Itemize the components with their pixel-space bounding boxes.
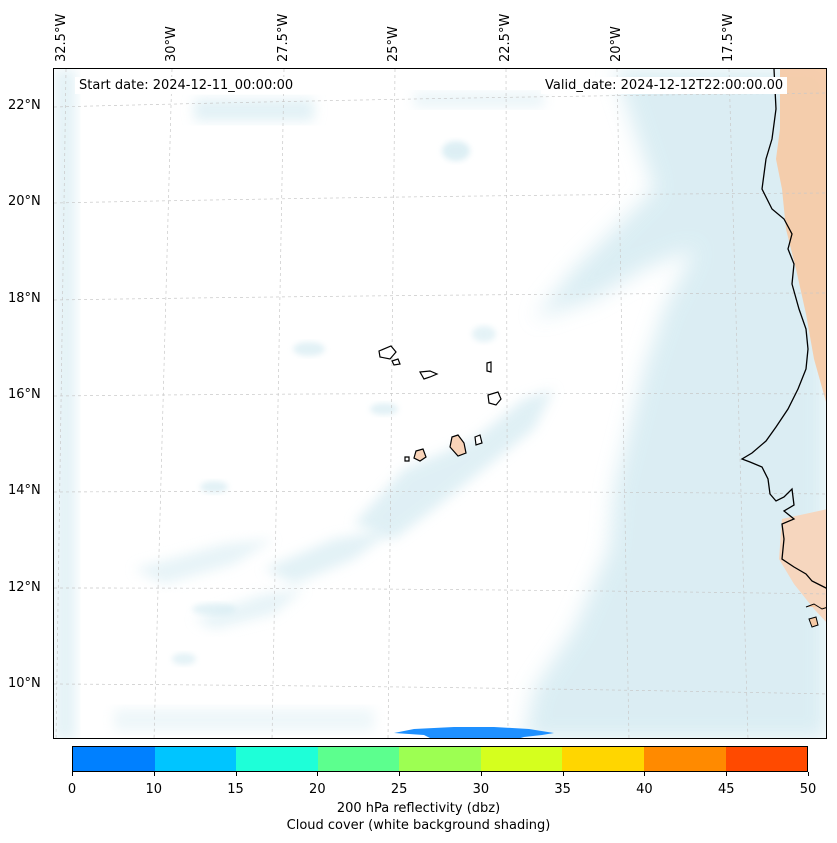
colorbar-tick-label: 25 bbox=[390, 782, 408, 797]
coastline-africa bbox=[740, 69, 826, 589]
colorbar-tickmark bbox=[562, 772, 564, 776]
colorbar-segment bbox=[317, 747, 400, 771]
reflectivity-colorbar bbox=[72, 746, 808, 772]
colorbar-tick-label: 20 bbox=[309, 782, 326, 797]
lat-label-20n: 20°N bbox=[8, 194, 41, 209]
gridlines bbox=[54, 69, 826, 738]
colorbar-tick-label: 40 bbox=[636, 782, 653, 797]
colorbar-tick-label: 10 bbox=[145, 782, 163, 797]
lon-label-17-5w: 17.5°W bbox=[721, 13, 736, 62]
lon-label-22-5w: 22.5°W bbox=[498, 13, 513, 62]
colorbar-tickmark bbox=[480, 772, 482, 776]
colorbar-tickmark bbox=[153, 772, 155, 776]
lon-label-32-5w: 32.5°W bbox=[54, 13, 69, 62]
colorbar-tick-label: 45 bbox=[717, 782, 735, 797]
colorbar-segment bbox=[480, 747, 563, 771]
island-sal bbox=[486, 361, 492, 373]
island-sao-vicente bbox=[391, 358, 401, 366]
colorbar-sublabel: Cloud cover (white background shading) bbox=[286, 818, 551, 833]
map-canvas bbox=[54, 69, 826, 738]
colorbar-tickmark bbox=[72, 772, 73, 776]
reflectivity-area bbox=[394, 727, 554, 738]
lat-label-16n: 16°N bbox=[8, 387, 41, 402]
colorbar-tickmark bbox=[808, 772, 809, 776]
lat-label-12n: 12°N bbox=[8, 580, 41, 595]
island-santiago bbox=[449, 434, 467, 457]
lon-label-20w: 20°W bbox=[609, 26, 624, 62]
colorbar-tickmark bbox=[726, 772, 728, 776]
island-boa-vista bbox=[487, 391, 502, 406]
colorbar-tick-label: 35 bbox=[554, 782, 571, 797]
coastline-bissau bbox=[805, 603, 826, 628]
lon-label-27-5w: 27.5°W bbox=[276, 13, 291, 62]
start-date-label: Start date: 2024-12-11_00:00:00 bbox=[75, 77, 298, 94]
colorbar-segment bbox=[73, 747, 155, 771]
lat-label-14n: 14°N bbox=[8, 483, 41, 498]
colorbar-segment bbox=[725, 747, 808, 771]
cape-verde-islands bbox=[378, 345, 502, 462]
lat-label-22n: 22°N bbox=[8, 98, 41, 113]
colorbar-tickmark bbox=[235, 772, 237, 776]
colorbar-segment bbox=[643, 747, 726, 771]
map-panel bbox=[53, 68, 827, 739]
colorbar-tick-label: 0 bbox=[67, 782, 77, 797]
colorbar-tickmark bbox=[644, 772, 646, 776]
colorbar-tick-label: 15 bbox=[227, 782, 244, 797]
island-sao-nicolau bbox=[419, 370, 439, 380]
lon-label-25w: 25°W bbox=[386, 26, 401, 62]
island-brava bbox=[404, 456, 410, 462]
colorbar-tickmark bbox=[399, 772, 401, 776]
colorbar-tick-label: 50 bbox=[799, 782, 817, 797]
land-africa bbox=[776, 69, 826, 622]
valid-date-label: Valid_date: 2024-12-12T22:00:00.00 bbox=[541, 77, 788, 94]
colorbar-segment bbox=[236, 747, 318, 771]
lat-label-10n: 10°N bbox=[8, 676, 41, 691]
island-maio bbox=[474, 434, 483, 446]
colorbar-tick-label: 30 bbox=[472, 782, 490, 797]
island-santo-antao bbox=[378, 345, 397, 360]
colorbar-segment bbox=[562, 747, 644, 771]
lon-label-30w: 30°W bbox=[164, 26, 179, 62]
lat-label-18n: 18°N bbox=[8, 291, 41, 306]
colorbar-segment bbox=[154, 747, 237, 771]
colorbar-segment bbox=[399, 747, 481, 771]
colorbar-label: 200 hPa reflectivity (dbz) bbox=[336, 801, 501, 816]
cloud-cover-shading bbox=[54, 69, 826, 738]
colorbar-tickmark bbox=[317, 772, 319, 776]
island-fogo bbox=[413, 448, 427, 462]
